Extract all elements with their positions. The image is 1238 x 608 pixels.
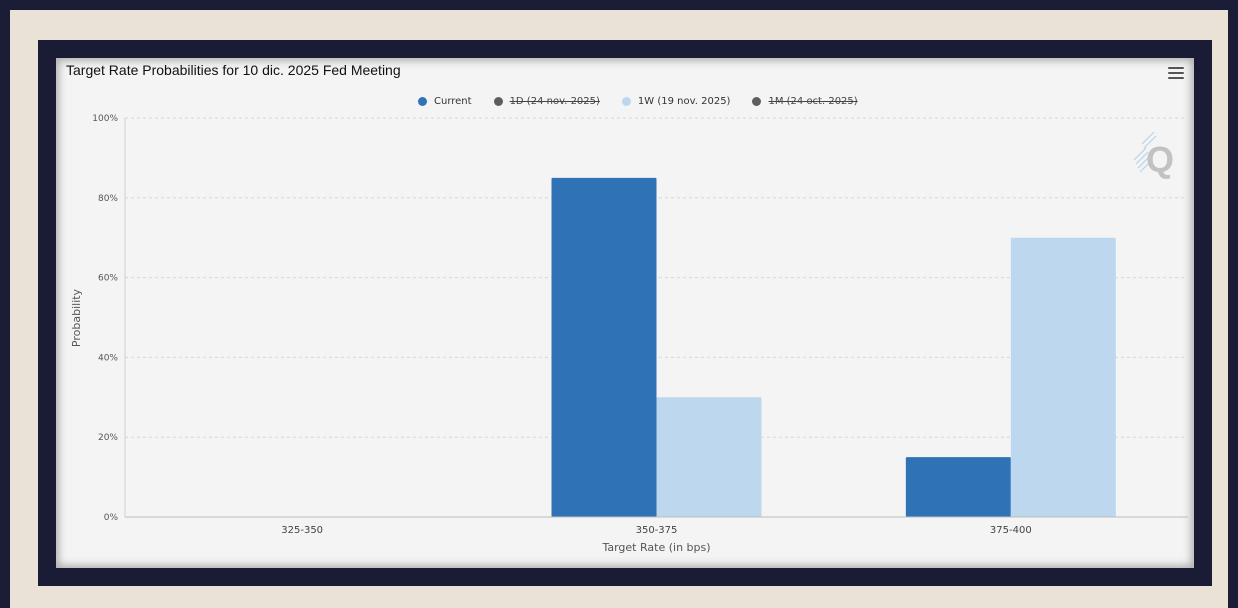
legend-item[interactable]: 1D (24 nov. 2025): [493, 95, 600, 107]
y-tick-label: 80%: [98, 194, 118, 204]
legend-item[interactable]: 1M (24 oct. 2025): [752, 95, 858, 107]
y-axis-title: Probability: [70, 288, 83, 347]
legend-swatch: [621, 96, 631, 106]
legend-swatch: [493, 96, 503, 106]
legend-label: 1W (19 nov. 2025): [637, 95, 731, 107]
chart-title: Target Rate Probabilities for 10 dic. 20…: [66, 62, 401, 78]
y-tick-label: 100%: [92, 114, 118, 124]
quikstrike-q-logo-icon: Q: [1133, 131, 1174, 180]
legend-item[interactable]: Current: [418, 96, 472, 107]
x-tick-label: 375-400: [990, 525, 1032, 536]
y-tick-label: 40%: [98, 353, 118, 363]
y-tick-label: 20%: [98, 433, 118, 443]
chart-legend: Current 1D (24 nov. 2025) 1W (19 nov. 2025…: [418, 93, 880, 109]
hamburger-menu-icon[interactable]: [1168, 67, 1184, 79]
legend-item[interactable]: 1W (19 nov. 2025): [621, 95, 731, 107]
bar-1w-375-400[interactable]: [1010, 237, 1116, 517]
bar-1w-350-375[interactable]: [656, 397, 762, 517]
y-tick-label: 0%: [104, 513, 119, 523]
bar-current-350-375[interactable]: [551, 177, 657, 517]
legend-swatch: [418, 96, 427, 106]
legend-label: 1D (24 nov. 2025): [509, 95, 600, 107]
svg-text:Q: Q: [1146, 139, 1174, 180]
y-tick-label: 60%: [98, 274, 118, 284]
x-axis-title: Target Rate (in bps): [601, 541, 710, 554]
legend-swatch: [752, 96, 762, 106]
x-tick-label: 325-350: [281, 525, 323, 536]
legend-label: 1M (24 oct. 2025): [768, 95, 858, 107]
bar-current-375-400[interactable]: [905, 457, 1011, 517]
x-tick-label: 350-375: [636, 525, 678, 536]
legend-label: Current: [434, 95, 472, 107]
